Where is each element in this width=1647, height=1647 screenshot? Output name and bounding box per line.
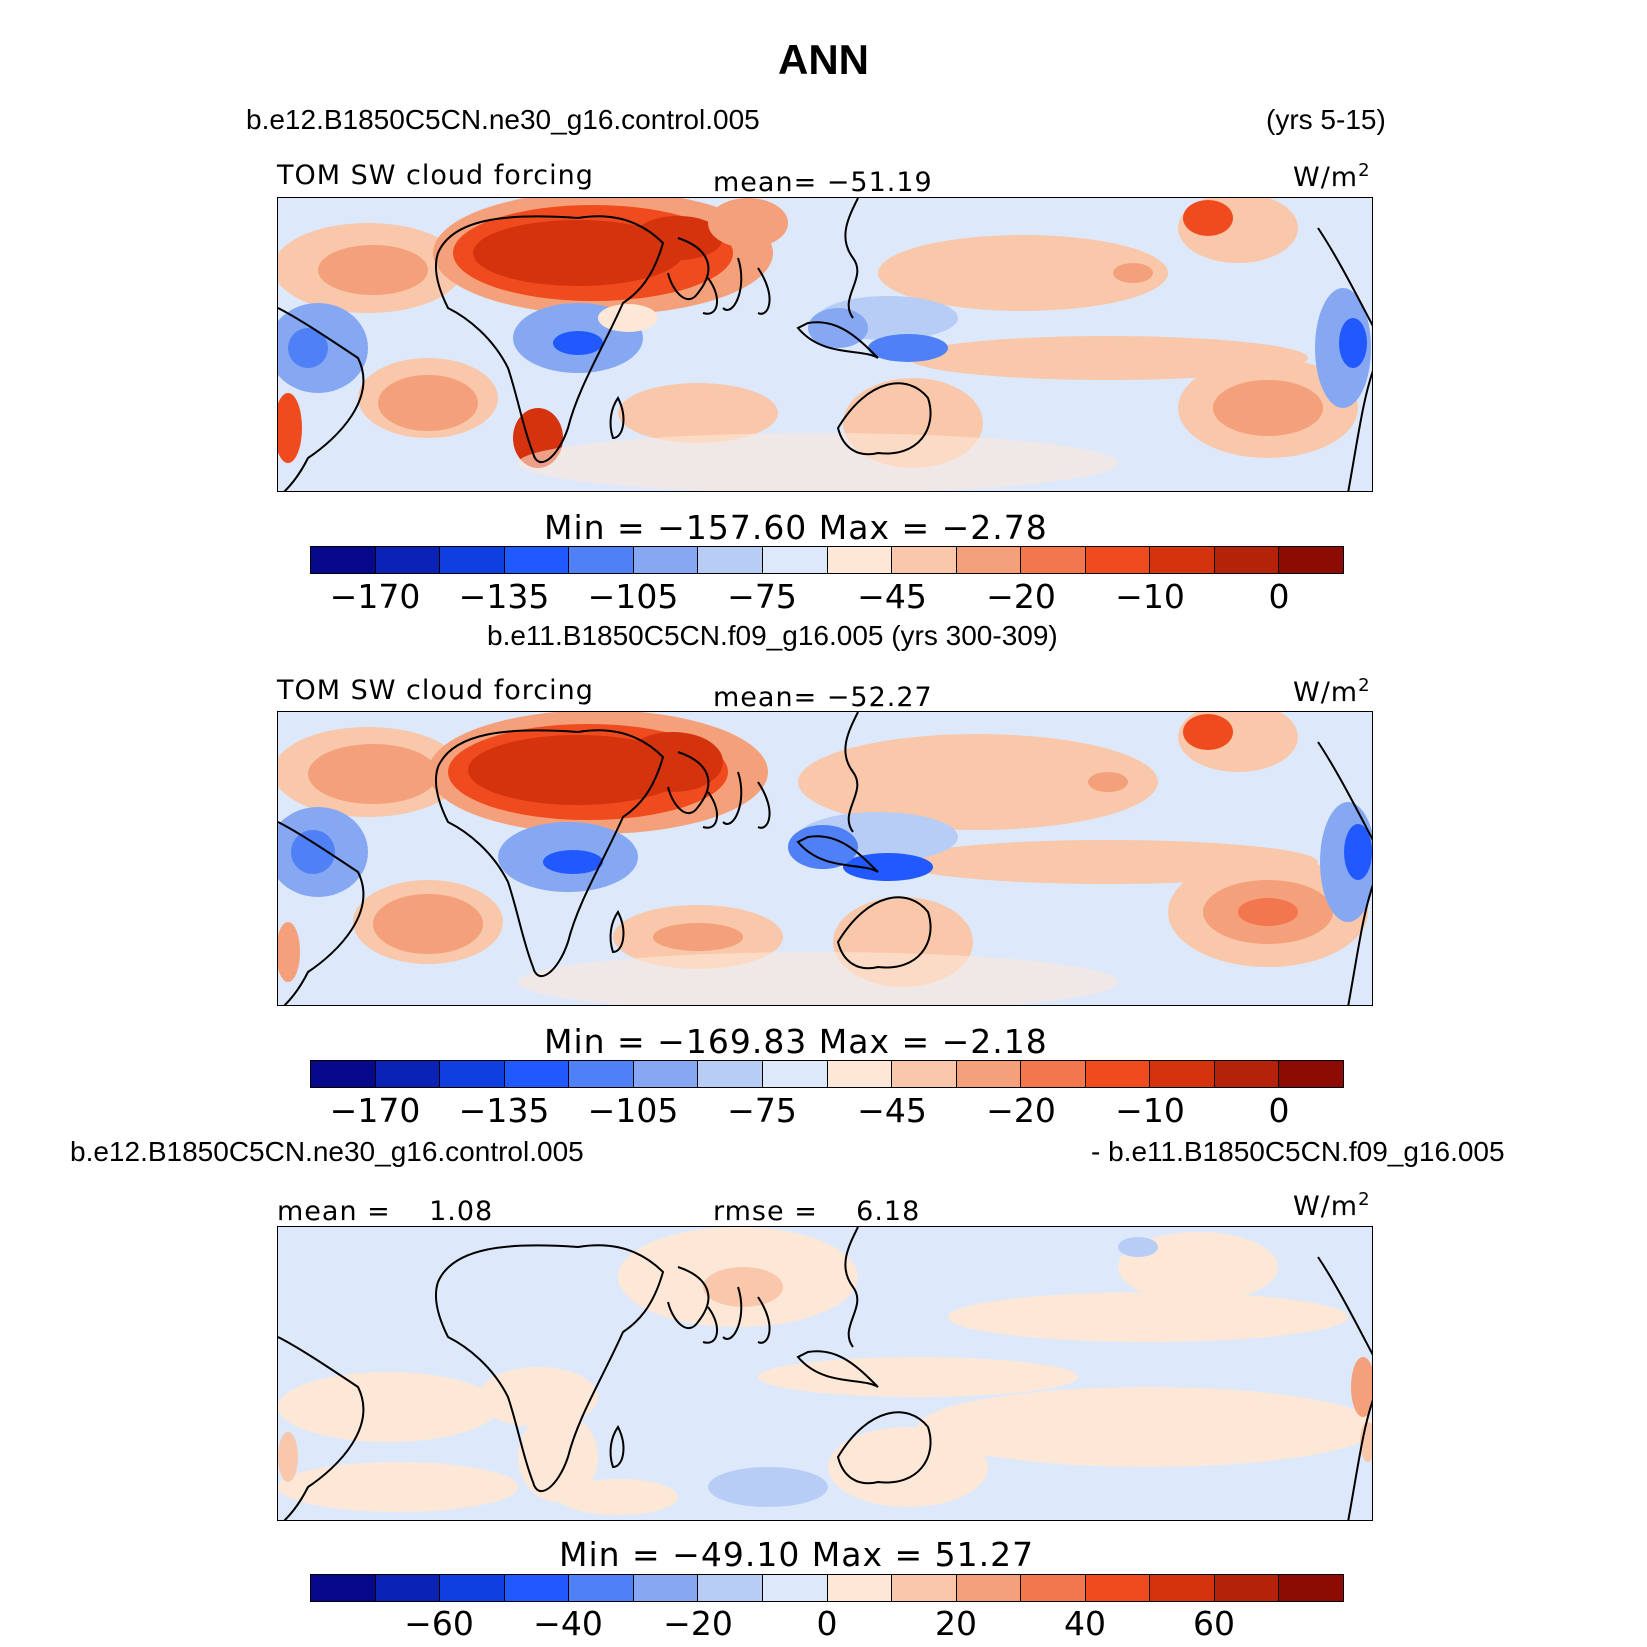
panel1-colorbar [310, 546, 1344, 574]
panel2-case-name: b.e11.B1850C5CN.f09_g16.005 (yrs 300-309… [487, 620, 1058, 651]
colorbar-box [1085, 1575, 1151, 1601]
panel2-mean-label: mean= −52.27 [713, 682, 933, 713]
colorbar-box [569, 1575, 634, 1601]
colorbar-box [1150, 1575, 1215, 1601]
panel1-tick: −75 [727, 577, 797, 616]
colorbar-box [956, 547, 1022, 573]
colorbar-box [440, 1061, 505, 1087]
colorbar-box [762, 1061, 828, 1087]
panel3-case-left: b.e12.B1850C5CN.ne30_g16.control.005 [70, 1136, 584, 1167]
colorbar-box [892, 1061, 957, 1087]
panel3-tick: 40 [1064, 1604, 1106, 1643]
panel1-tick: −45 [857, 577, 927, 616]
colorbar-box [1085, 547, 1151, 573]
panel3-tick: −60 [404, 1604, 474, 1643]
colorbar-box [1214, 1575, 1280, 1601]
panel3-colorbar [310, 1574, 1344, 1602]
panel1-tick: −170 [329, 577, 421, 616]
colorbar-box [698, 547, 763, 573]
colorbar-box [1021, 1575, 1086, 1601]
colorbar-box [440, 1575, 505, 1601]
colorbar-box [504, 1575, 570, 1601]
panel1-tick: −105 [587, 577, 679, 616]
panel3-units: W/m2 [1293, 1189, 1371, 1222]
colorbar-box [827, 1575, 893, 1601]
colorbar-box [440, 547, 505, 573]
colorbar-box [1279, 547, 1343, 573]
colorbar-box [633, 1575, 699, 1601]
colorbar-box [504, 547, 570, 573]
colorbar-box [1279, 1575, 1343, 1601]
panel2-tick: −45 [857, 1091, 927, 1130]
panel2-units: W/m2 [1293, 675, 1371, 708]
colorbar-box [375, 1575, 441, 1601]
colorbar-box [1150, 1061, 1215, 1087]
panel1-tick: −135 [458, 577, 550, 616]
panel2-tick: −20 [986, 1091, 1056, 1130]
colorbar-box [892, 1575, 957, 1601]
panel2-tick: 0 [1268, 1091, 1290, 1130]
colorbar-box [762, 1575, 828, 1601]
panel3-rmse-label: rmse = 6.18 [713, 1196, 921, 1227]
panel3-tick: 0 [816, 1604, 838, 1643]
panel2-tick: −10 [1115, 1091, 1185, 1130]
colorbar-box [1150, 547, 1215, 573]
panel3-case-right: - b.e11.B1850C5CN.f09_g16.005 [1091, 1136, 1505, 1167]
colorbar-box [956, 1061, 1022, 1087]
colorbar-box [956, 1575, 1022, 1601]
colorbar-box [633, 547, 699, 573]
panel2-tick: −135 [458, 1091, 550, 1130]
figure-title: ANN [778, 36, 869, 83]
panel1-case-name: b.e12.B1850C5CN.ne30_g16.control.005 [246, 104, 760, 135]
panel1-map [277, 197, 1373, 492]
colorbar-box [311, 547, 376, 573]
panel1-tick: −20 [986, 577, 1056, 616]
colorbar-box [1085, 1061, 1151, 1087]
colorbar-box [1021, 547, 1086, 573]
panel1-variable-label: TOM SW cloud forcing [277, 160, 594, 191]
panel3-tick: −20 [663, 1604, 733, 1643]
panel3-tick: −40 [533, 1604, 603, 1643]
colorbar-box [633, 1061, 699, 1087]
panel2-variable-label: TOM SW cloud forcing [277, 675, 594, 706]
colorbar-box [698, 1575, 763, 1601]
panel1-years: (yrs 5-15) [1266, 104, 1386, 135]
colorbar-box [569, 547, 634, 573]
panel2-colorbar [310, 1060, 1344, 1088]
colorbar-box [1214, 547, 1280, 573]
panel1-tick: 0 [1268, 577, 1290, 616]
colorbar-box [827, 1061, 893, 1087]
colorbar-box [311, 1575, 376, 1601]
colorbar-box [892, 547, 957, 573]
colorbar-box [698, 1061, 763, 1087]
colorbar-box [1021, 1061, 1086, 1087]
colorbar-box [375, 547, 441, 573]
panel1-mean-label: mean= −51.19 [713, 167, 933, 198]
colorbar-box [504, 1061, 570, 1087]
panel3-tick: 20 [935, 1604, 977, 1643]
panel1-units: W/m2 [1293, 160, 1371, 193]
colorbar-box [1279, 1061, 1343, 1087]
colorbar-box [569, 1061, 634, 1087]
colorbar-box [762, 547, 828, 573]
panel2-tick: −170 [329, 1091, 421, 1130]
panel2-tick: −105 [587, 1091, 679, 1130]
panel3-min-max: Min = −49.10 Max = 51.27 [559, 1535, 1035, 1574]
panel3-map [277, 1226, 1373, 1521]
panel3-tick: 60 [1193, 1604, 1235, 1643]
panel2-min-max: Min = −169.83 Max = −2.18 [544, 1022, 1048, 1061]
panel2-map [277, 711, 1373, 1006]
colorbar-box [827, 547, 893, 573]
panel2-tick: −75 [727, 1091, 797, 1130]
panel3-mean-label: mean = 1.08 [277, 1196, 494, 1227]
colorbar-box [311, 1061, 376, 1087]
colorbar-box [375, 1061, 441, 1087]
colorbar-box [1214, 1061, 1280, 1087]
panel1-min-max: Min = −157.60 Max = −2.78 [544, 508, 1048, 547]
panel1-tick: −10 [1115, 577, 1185, 616]
